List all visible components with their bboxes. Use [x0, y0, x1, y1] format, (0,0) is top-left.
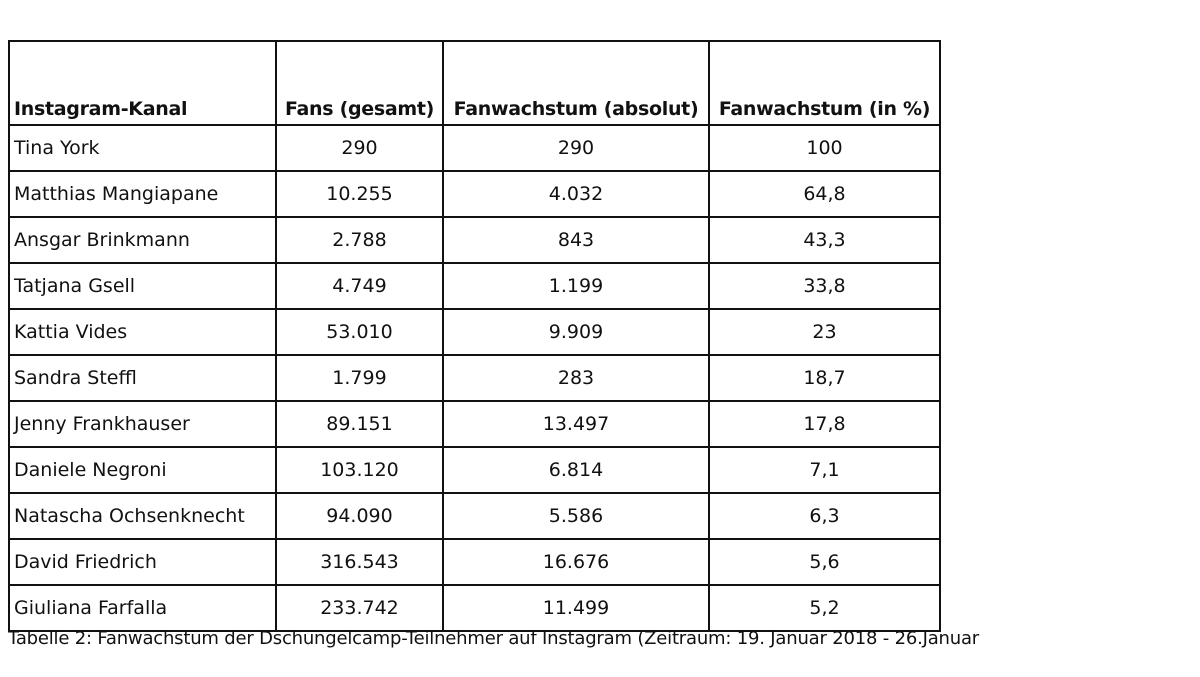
- table-row: Daniele Negroni 103.120 6.814 7,1: [8, 446, 941, 494]
- cell-channel-name: Giuliana Farfalla: [8, 584, 277, 632]
- cell-channel-name: Kattia Vides: [8, 308, 277, 356]
- cell-growth-absolute: 11.499: [442, 584, 710, 632]
- header-growth-absolute: Fanwachstum (absolut): [442, 40, 710, 126]
- cell-fans-total: 53.010: [275, 308, 444, 356]
- cell-growth-absolute: 4.032: [442, 170, 710, 218]
- cell-fans-total: 290: [275, 124, 444, 172]
- cell-growth-absolute: 9.909: [442, 308, 710, 356]
- table-caption: Tabelle 2: Fanwachstum der Dschungelcamp…: [8, 628, 979, 649]
- cell-growth-percent: 100: [708, 124, 941, 172]
- table-row: Giuliana Farfalla 233.742 11.499 5,2: [8, 584, 941, 632]
- cell-fans-total: 103.120: [275, 446, 444, 494]
- cell-growth-absolute: 5.586: [442, 492, 710, 540]
- cell-channel-name: Matthias Mangiapane: [8, 170, 277, 218]
- cell-fans-total: 4.749: [275, 262, 444, 310]
- cell-growth-percent: 64,8: [708, 170, 941, 218]
- table-row: Matthias Mangiapane 10.255 4.032 64,8: [8, 170, 941, 218]
- cell-fans-total: 94.090: [275, 492, 444, 540]
- fan-growth-table: Instagram-Kanal Fans (gesamt) Fanwachstu…: [8, 40, 941, 632]
- table-row: David Friedrich 316.543 16.676 5,6: [8, 538, 941, 586]
- table-row: Sandra Steffl 1.799 283 18,7: [8, 354, 941, 402]
- table-row: Kattia Vides 53.010 9.909 23: [8, 308, 941, 356]
- cell-channel-name: Sandra Steffl: [8, 354, 277, 402]
- data-table-wrapper: Instagram-Kanal Fans (gesamt) Fanwachstu…: [8, 40, 941, 632]
- cell-fans-total: 2.788: [275, 216, 444, 264]
- header-instagram-channel: Instagram-Kanal: [8, 40, 277, 126]
- cell-growth-absolute: 1.199: [442, 262, 710, 310]
- cell-fans-total: 89.151: [275, 400, 444, 448]
- cell-channel-name: Natascha Ochsenknecht: [8, 492, 277, 540]
- table-header-row: Instagram-Kanal Fans (gesamt) Fanwachstu…: [8, 40, 941, 126]
- cell-growth-percent: 33,8: [708, 262, 941, 310]
- cell-channel-name: Tina York: [8, 124, 277, 172]
- cell-growth-absolute: 16.676: [442, 538, 710, 586]
- cell-growth-percent: 23: [708, 308, 941, 356]
- cell-growth-percent: 5,2: [708, 584, 941, 632]
- cell-fans-total: 316.543: [275, 538, 444, 586]
- cell-channel-name: Tatjana Gsell: [8, 262, 277, 310]
- cell-fans-total: 1.799: [275, 354, 444, 402]
- cell-growth-absolute: 290: [442, 124, 710, 172]
- header-growth-percent: Fanwachstum (in %): [708, 40, 941, 126]
- cell-channel-name: Ansgar Brinkmann: [8, 216, 277, 264]
- table-row: Tatjana Gsell 4.749 1.199 33,8: [8, 262, 941, 310]
- cell-growth-percent: 17,8: [708, 400, 941, 448]
- cell-growth-absolute: 6.814: [442, 446, 710, 494]
- cell-growth-percent: 18,7: [708, 354, 941, 402]
- cell-growth-percent: 43,3: [708, 216, 941, 264]
- cell-fans-total: 233.742: [275, 584, 444, 632]
- table-row: Jenny Frankhauser 89.151 13.497 17,8: [8, 400, 941, 448]
- table-row: Tina York 290 290 100: [8, 124, 941, 172]
- cell-channel-name: David Friedrich: [8, 538, 277, 586]
- table-row: Natascha Ochsenknecht 94.090 5.586 6,3: [8, 492, 941, 540]
- header-fans-total: Fans (gesamt): [275, 40, 444, 126]
- cell-growth-percent: 5,6: [708, 538, 941, 586]
- table-row: Ansgar Brinkmann 2.788 843 43,3: [8, 216, 941, 264]
- cell-channel-name: Daniele Negroni: [8, 446, 277, 494]
- cell-growth-absolute: 283: [442, 354, 710, 402]
- cell-fans-total: 10.255: [275, 170, 444, 218]
- cell-channel-name: Jenny Frankhauser: [8, 400, 277, 448]
- cell-growth-percent: 6,3: [708, 492, 941, 540]
- cell-growth-absolute: 843: [442, 216, 710, 264]
- cell-growth-absolute: 13.497: [442, 400, 710, 448]
- cell-growth-percent: 7,1: [708, 446, 941, 494]
